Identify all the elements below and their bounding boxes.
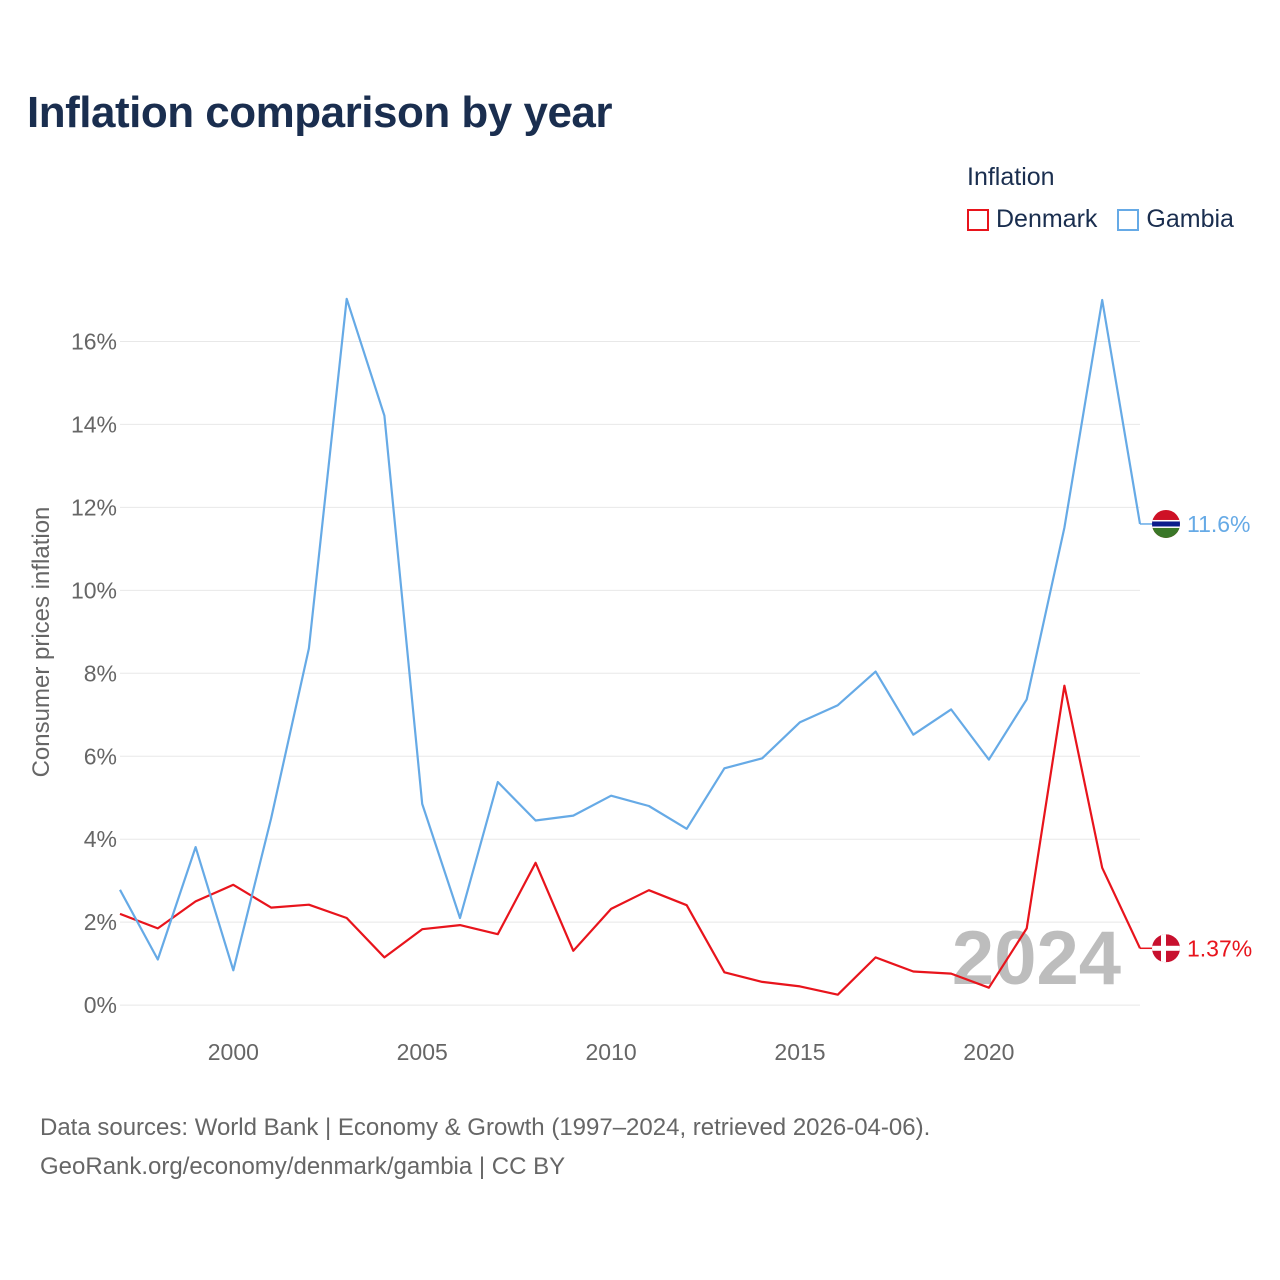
data-point-gambia — [609, 794, 613, 798]
data-point-denmark — [1025, 926, 1029, 930]
data-point-denmark — [345, 916, 349, 920]
chart-title: Inflation comparison by year — [27, 88, 613, 137]
data-point-denmark — [194, 899, 198, 903]
data-point-gambia — [987, 758, 991, 762]
legend-item-denmark[interactable]: Denmark — [967, 205, 1097, 234]
data-point-gambia — [571, 814, 575, 818]
legend-title: Inflation — [967, 163, 1055, 191]
source-line-2[interactable]: GeoRank.org/economy/denmark/gambia | CC … — [40, 1153, 566, 1180]
data-point-gambia — [269, 816, 273, 820]
data-point-denmark — [722, 970, 726, 974]
data-point-denmark — [987, 986, 991, 990]
legend-item-gambia[interactable]: Gambia — [1117, 205, 1234, 234]
y-tick-label: 16% — [71, 328, 117, 354]
data-point-denmark — [685, 903, 689, 907]
data-point-gambia — [1025, 697, 1029, 701]
legend-label-denmark: Denmark — [996, 205, 1098, 233]
x-tick-label: 2010 — [586, 1039, 637, 1065]
flag-gambia-icon — [1152, 509, 1180, 538]
source-line-1: Data sources: World Bank | Economy & Gro… — [40, 1114, 931, 1141]
data-point-gambia — [420, 802, 424, 806]
data-point-denmark — [571, 949, 575, 953]
data-point-gambia — [156, 957, 160, 961]
data-point-gambia — [836, 703, 840, 707]
data-point-denmark — [874, 955, 878, 959]
y-tick-label: 6% — [84, 743, 117, 769]
data-point-denmark — [1100, 866, 1104, 870]
data-point-denmark — [836, 993, 840, 997]
year-annotation: 2024 — [952, 916, 1121, 1001]
data-point-denmark — [156, 926, 160, 930]
x-tick-label: 2015 — [774, 1039, 825, 1065]
data-point-gambia — [231, 968, 235, 972]
data-point-denmark — [307, 903, 311, 907]
data-point-denmark — [949, 972, 953, 976]
legend-label-gambia: Gambia — [1146, 205, 1234, 233]
end-label-gambia: 11.6% — [1187, 511, 1251, 537]
data-point-gambia — [647, 804, 651, 808]
data-point-denmark — [534, 861, 538, 865]
y-tick-label: 10% — [71, 577, 117, 603]
data-point-denmark — [609, 907, 613, 911]
legend-swatch-denmark — [967, 208, 989, 231]
data-point-denmark — [911, 970, 915, 974]
data-point-gambia — [382, 414, 386, 418]
data-point-gambia — [118, 888, 122, 892]
data-point-gambia — [798, 720, 802, 724]
data-point-denmark — [1062, 684, 1066, 688]
data-point-denmark — [382, 955, 386, 959]
y-tick-label: 8% — [84, 660, 117, 686]
legend-swatch-gambia — [1117, 208, 1140, 231]
source-footer: Data sources: World Bank | Economy & Gro… — [40, 1108, 930, 1186]
data-point-gambia — [911, 733, 915, 737]
data-point-gambia — [874, 670, 878, 674]
end-label-denmark: 1.37% — [1187, 935, 1252, 961]
data-point-denmark — [458, 923, 462, 927]
data-point-denmark — [118, 912, 122, 916]
data-point-denmark — [798, 984, 802, 988]
data-point-gambia — [722, 766, 726, 770]
series-line-gambia — [119, 297, 1142, 972]
series-line-denmark — [119, 684, 1141, 996]
x-tick-label: 2005 — [397, 1039, 448, 1065]
data-point-denmark — [420, 927, 424, 931]
data-point-gambia — [1062, 526, 1066, 530]
data-point-gambia — [458, 916, 462, 920]
data-point-gambia — [345, 297, 349, 301]
data-point-gambia — [496, 780, 500, 784]
data-point-gambia — [1100, 298, 1104, 302]
data-point-denmark — [647, 888, 651, 892]
data-point-gambia — [949, 707, 953, 711]
data-point-gambia — [685, 827, 689, 831]
y-tick-label: 0% — [84, 992, 117, 1018]
y-tick-label: 2% — [84, 909, 117, 935]
data-point-gambia — [307, 646, 311, 650]
data-point-denmark — [760, 980, 764, 984]
y-tick-label: 14% — [71, 411, 117, 437]
x-tick-label: 2000 — [208, 1039, 259, 1065]
legend: Denmark Gambia — [967, 205, 1234, 234]
data-point-gambia — [760, 756, 764, 760]
flag-denmark-icon — [1152, 934, 1180, 963]
x-tick-label: 2020 — [963, 1039, 1014, 1065]
data-point-denmark — [269, 906, 273, 910]
data-point-gambia — [534, 819, 538, 823]
y-tick-label: 12% — [71, 494, 117, 520]
data-point-gambia — [194, 845, 198, 849]
data-point-denmark — [496, 932, 500, 936]
data-point-denmark — [231, 883, 235, 887]
y-tick-label: 4% — [84, 826, 117, 852]
